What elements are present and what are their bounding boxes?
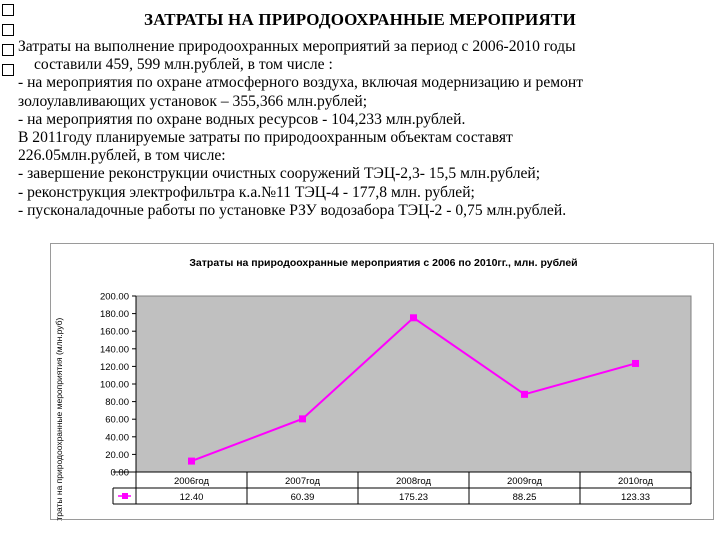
plot-area	[135, 295, 692, 473]
x-category-label: 2007год	[285, 476, 320, 487]
y-tick-label: 40.00	[105, 432, 129, 443]
y-tick-label: 20.00	[105, 450, 129, 461]
data-point	[188, 457, 195, 465]
x-category-label: 2010год	[618, 476, 653, 487]
body-text: Затраты на выполнение природоохранных ме…	[18, 38, 708, 220]
bullet-square	[2, 24, 14, 36]
y-tick-label: 180.00	[100, 309, 129, 320]
data-point	[521, 390, 528, 398]
y-tick-label: 140.00	[100, 344, 129, 355]
y-axis-title: Затраты на природоохранные мероприятия (…	[54, 318, 64, 521]
data-table-value: 88.25	[513, 492, 537, 503]
data-table-value: 60.39	[291, 492, 315, 503]
text-line: - реконструкция электрофильтра к.а.№11 Т…	[18, 183, 475, 201]
text-line: Затраты на выполнение природоохранных ме…	[18, 38, 576, 55]
y-tick-label: 120.00	[100, 362, 129, 373]
data-table-value: 12.40	[180, 492, 204, 503]
text-line: золоулавливающих установок – 355,366 млн…	[18, 92, 368, 110]
data-table-value: 123.33	[621, 492, 650, 503]
text-line: составили 459, 599 млн.рублей, в том чис…	[34, 56, 333, 74]
text-line: - пусконаладочные работы по установке РЗ…	[18, 201, 567, 219]
chart-title: Затраты на природоохранные мероприятия с…	[189, 257, 577, 269]
y-tick-label: 0.00	[111, 468, 130, 479]
data-point	[299, 415, 306, 423]
data-point	[632, 359, 639, 367]
text-line: - на мероприятия по охране атмосферного …	[18, 74, 584, 92]
text-line: - на мероприятия по охране водных ресурс…	[18, 110, 466, 128]
slide-title: ЗАТРАТЫ НА ПРИРОДООХРАННЫЕ МЕРОПРИЯТИ	[144, 10, 576, 29]
y-tick-label: 100.00	[100, 380, 129, 391]
text-line: 226.05млн.рублей, в том числе:	[18, 147, 226, 165]
bullet-square	[2, 64, 14, 76]
text-line: - завершение реконструкции очистных соор…	[18, 165, 541, 183]
y-tick-label: 160.00	[100, 327, 129, 338]
text-line: В 2011году планируемые затраты по природ…	[18, 129, 513, 147]
x-category-label: 2006год	[174, 476, 209, 487]
bullet-square	[2, 4, 14, 16]
data-table-value: 175.23	[399, 492, 428, 503]
data-point	[410, 314, 417, 322]
x-category-label: 2009год	[507, 476, 542, 487]
legend-marker	[122, 493, 128, 499]
bullet-square	[2, 44, 14, 56]
y-tick-label: 200.00	[100, 292, 129, 303]
chart-container: Затраты на природоохранные мероприятия с…	[50, 243, 714, 521]
y-tick-label: 60.00	[105, 415, 129, 426]
line-chart: Затраты на природоохранные мероприятия с…	[54, 257, 692, 521]
x-category-label: 2008год	[396, 476, 431, 487]
y-tick-label: 80.00	[105, 397, 129, 408]
